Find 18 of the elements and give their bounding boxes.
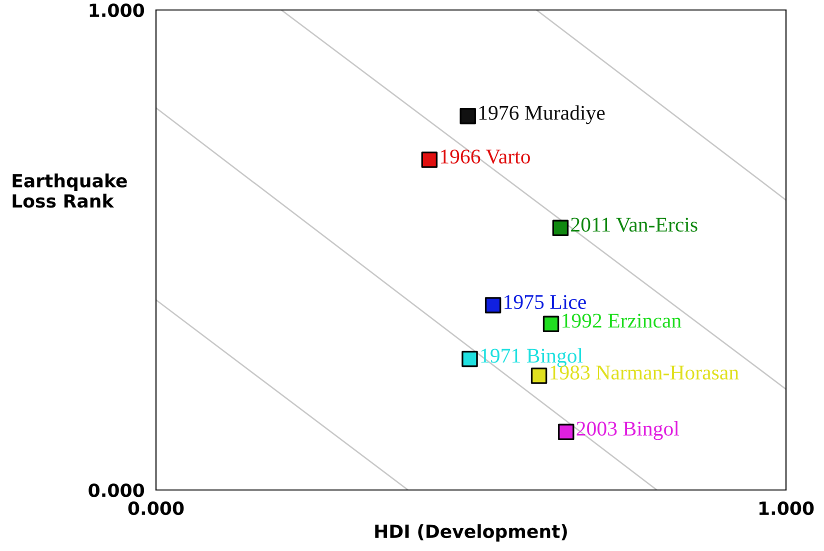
series-label: 1992 Erzincan [562,314,682,328]
point [484,297,502,314]
point [530,368,548,384]
series-label: 1975 Lice [504,295,586,310]
x-axis-title: HDI (Development) [375,524,567,542]
series-label: 2011 Van-Ercis [571,218,698,232]
point [558,424,574,440]
point [421,152,438,168]
point [552,220,569,236]
series-label: 1983 Narman-Horasan [550,366,739,380]
point [460,108,476,124]
series-label: 2003 Bingol [576,421,680,440]
series-label: 1976 Muradiye [479,105,605,124]
series-label: 1966 Varto [440,150,530,164]
series-label: 1971 Bingol [481,348,583,368]
point [462,350,478,368]
y-axis-title: Earthquake Loss Rank [12,174,127,208]
point [542,316,560,332]
